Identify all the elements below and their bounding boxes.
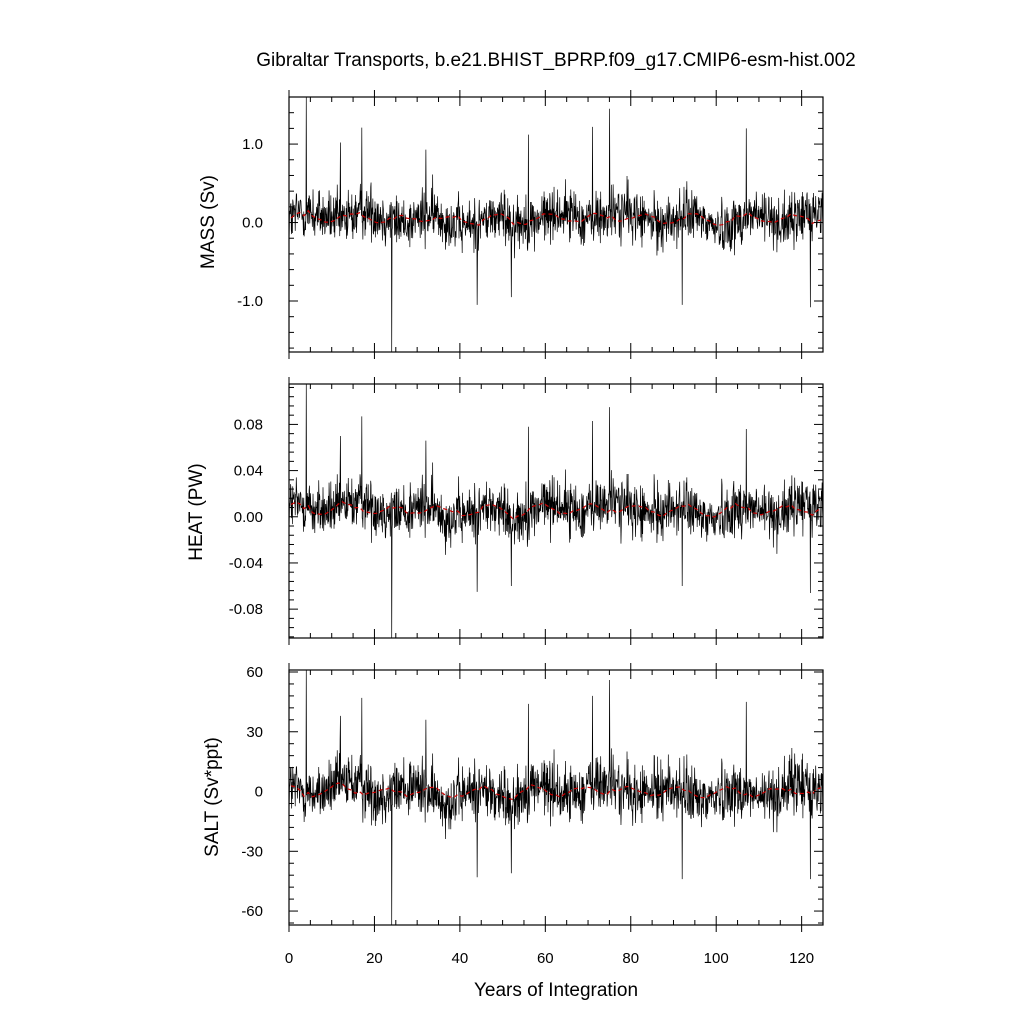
salt-axis-label: SALT (Sv*ppt)	[202, 737, 223, 857]
mass-plot-frame	[288, 96, 824, 353]
mass-ytick-label: 0.0	[242, 215, 263, 232]
salt-ytick-label: 60	[246, 664, 263, 681]
heat-ytick-label: 0.08	[234, 416, 263, 433]
mass-monthly-series	[289, 97, 823, 352]
x-axis-label: Years of Integration	[474, 980, 638, 1001]
xtick-label: 20	[366, 950, 383, 967]
salt-monthly-series	[289, 670, 823, 925]
mass-axis-label: MASS (Sv)	[198, 175, 219, 269]
salt-panel: -60 -30 0 30 60	[241, 663, 824, 932]
mass-annual-mean-series	[290, 209, 822, 226]
xtick-label: 120	[789, 950, 814, 967]
heat-plot-frame	[288, 383, 824, 639]
chart-title: Gibraltar Transports, b.e21.BHIST_BPRP.f…	[256, 50, 855, 71]
salt-annual-mean-series	[291, 782, 822, 801]
heat-ytick-label: 0.00	[234, 509, 263, 526]
heat-ytick-label: 0.04	[234, 463, 263, 480]
salt-ytick-label: -30	[241, 843, 263, 860]
salt-ytick-label: 0	[255, 784, 263, 801]
salt-ytick-label: 30	[246, 724, 263, 741]
mass-ytick-label: 1.0	[242, 136, 263, 153]
xtick-label: 80	[622, 950, 639, 967]
xtick-label: 100	[704, 950, 729, 967]
heat-annual-mean-series	[290, 501, 822, 520]
xtick-label: 40	[452, 950, 469, 967]
xtick-label: 60	[537, 950, 554, 967]
mass-panel: -1.0 0.0 1.0	[237, 90, 824, 359]
heat-ytick-label: -0.08	[229, 601, 263, 618]
xtick-label: 0	[285, 950, 293, 967]
heat-ytick-label: -0.04	[229, 555, 263, 572]
mass-ytick-label: -1.0	[237, 293, 263, 310]
heat-panel: -0.08 -0.04 0.00 0.04 0.08	[229, 377, 824, 645]
salt-ytick-label: -60	[241, 903, 263, 920]
heat-monthly-series	[289, 384, 823, 638]
salt-plot-frame	[288, 669, 824, 926]
heat-axis-label: HEAT (PW)	[186, 463, 207, 560]
